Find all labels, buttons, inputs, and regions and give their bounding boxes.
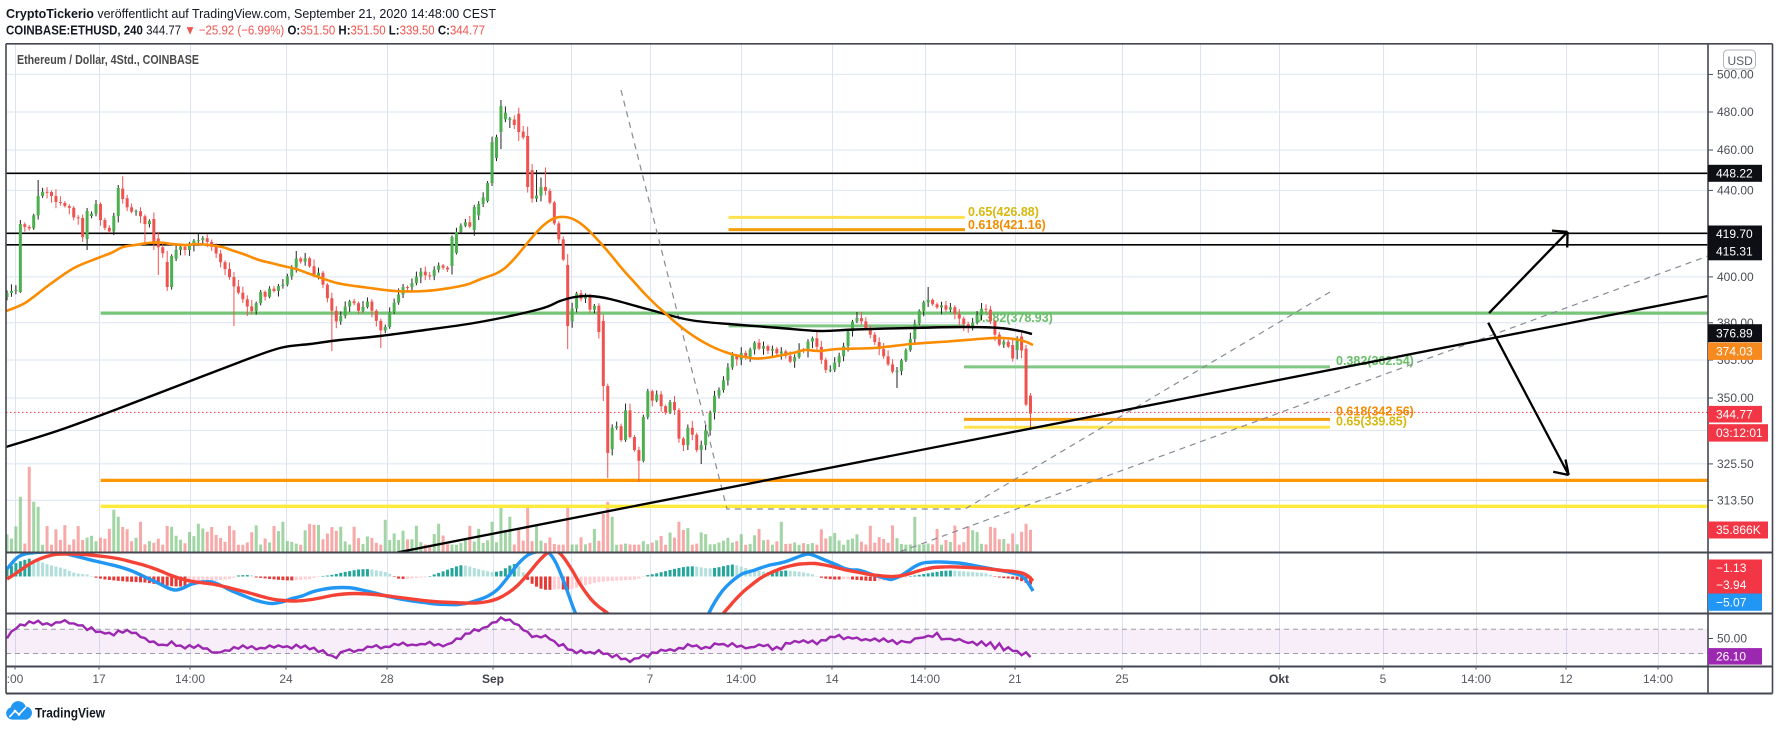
svg-text:24: 24: [279, 672, 293, 686]
svg-text:−3.94: −3.94: [1716, 578, 1747, 592]
svg-text:7: 7: [647, 672, 654, 686]
svg-text:03:12:01: 03:12:01: [1716, 426, 1763, 440]
svg-text:0.618(342.56): 0.618(342.56): [1336, 405, 1414, 419]
svg-text:COINBASE:ETHUSD, 240 344.77 ▼: COINBASE:ETHUSD, 240 344.77 ▼ −25.92 (−6…: [6, 23, 485, 38]
svg-text:Ethereum / Dollar, 4Std., COIN: Ethereum / Dollar, 4Std., COINBASE: [17, 53, 199, 67]
svg-text:500.00: 500.00: [1717, 67, 1754, 81]
svg-text:325.50: 325.50: [1717, 457, 1754, 471]
svg-text:374.03: 374.03: [1716, 344, 1753, 358]
svg-text:CryptoTickerio veröffentlicht: CryptoTickerio veröffentlicht auf Tradin…: [6, 6, 496, 21]
svg-text:440.00: 440.00: [1717, 183, 1754, 197]
svg-text:17: 17: [92, 672, 106, 686]
svg-text:460.00: 460.00: [1717, 143, 1754, 157]
svg-text:0.382(378.93): 0.382(378.93): [975, 311, 1053, 325]
svg-text:TradingView: TradingView: [35, 705, 105, 721]
svg-text:26.10: 26.10: [1716, 650, 1746, 664]
svg-text:28: 28: [380, 672, 394, 686]
svg-text:313.50: 313.50: [1717, 493, 1754, 507]
svg-text:376.89: 376.89: [1716, 326, 1753, 340]
svg-text:50.00: 50.00: [1717, 632, 1747, 646]
svg-text:415.31: 415.31: [1716, 245, 1753, 259]
svg-text:448.22: 448.22: [1716, 167, 1753, 181]
svg-text:419.70: 419.70: [1716, 227, 1753, 241]
svg-text:0.65(339.85): 0.65(339.85): [1336, 415, 1407, 429]
svg-text:14:00: 14:00: [910, 672, 940, 686]
svg-text:400.00: 400.00: [1717, 270, 1754, 284]
svg-text:344.77: 344.77: [1716, 407, 1753, 421]
svg-text::00: :00: [7, 672, 24, 686]
svg-text:12: 12: [1559, 672, 1573, 686]
svg-text:14:00: 14:00: [175, 672, 205, 686]
svg-text:35.866K: 35.866K: [1716, 523, 1761, 537]
svg-text:480.00: 480.00: [1717, 105, 1754, 119]
svg-text:−5.07: −5.07: [1716, 595, 1747, 609]
svg-text:21: 21: [1008, 672, 1022, 686]
svg-text:Sep: Sep: [482, 672, 504, 686]
svg-text:350.00: 350.00: [1717, 391, 1754, 405]
svg-text:14:00: 14:00: [1461, 672, 1491, 686]
svg-text:USD: USD: [1728, 54, 1754, 68]
svg-text:14:00: 14:00: [1643, 672, 1673, 686]
svg-text:14:00: 14:00: [726, 672, 756, 686]
svg-text:0.618(421.16): 0.618(421.16): [968, 218, 1046, 232]
svg-text:14: 14: [825, 672, 839, 686]
svg-text:Okt: Okt: [1269, 672, 1289, 686]
svg-text:−1.13: −1.13: [1716, 561, 1747, 575]
svg-text:25: 25: [1115, 672, 1129, 686]
svg-text:0.65(426.88): 0.65(426.88): [968, 205, 1039, 219]
svg-text:5: 5: [1380, 672, 1387, 686]
